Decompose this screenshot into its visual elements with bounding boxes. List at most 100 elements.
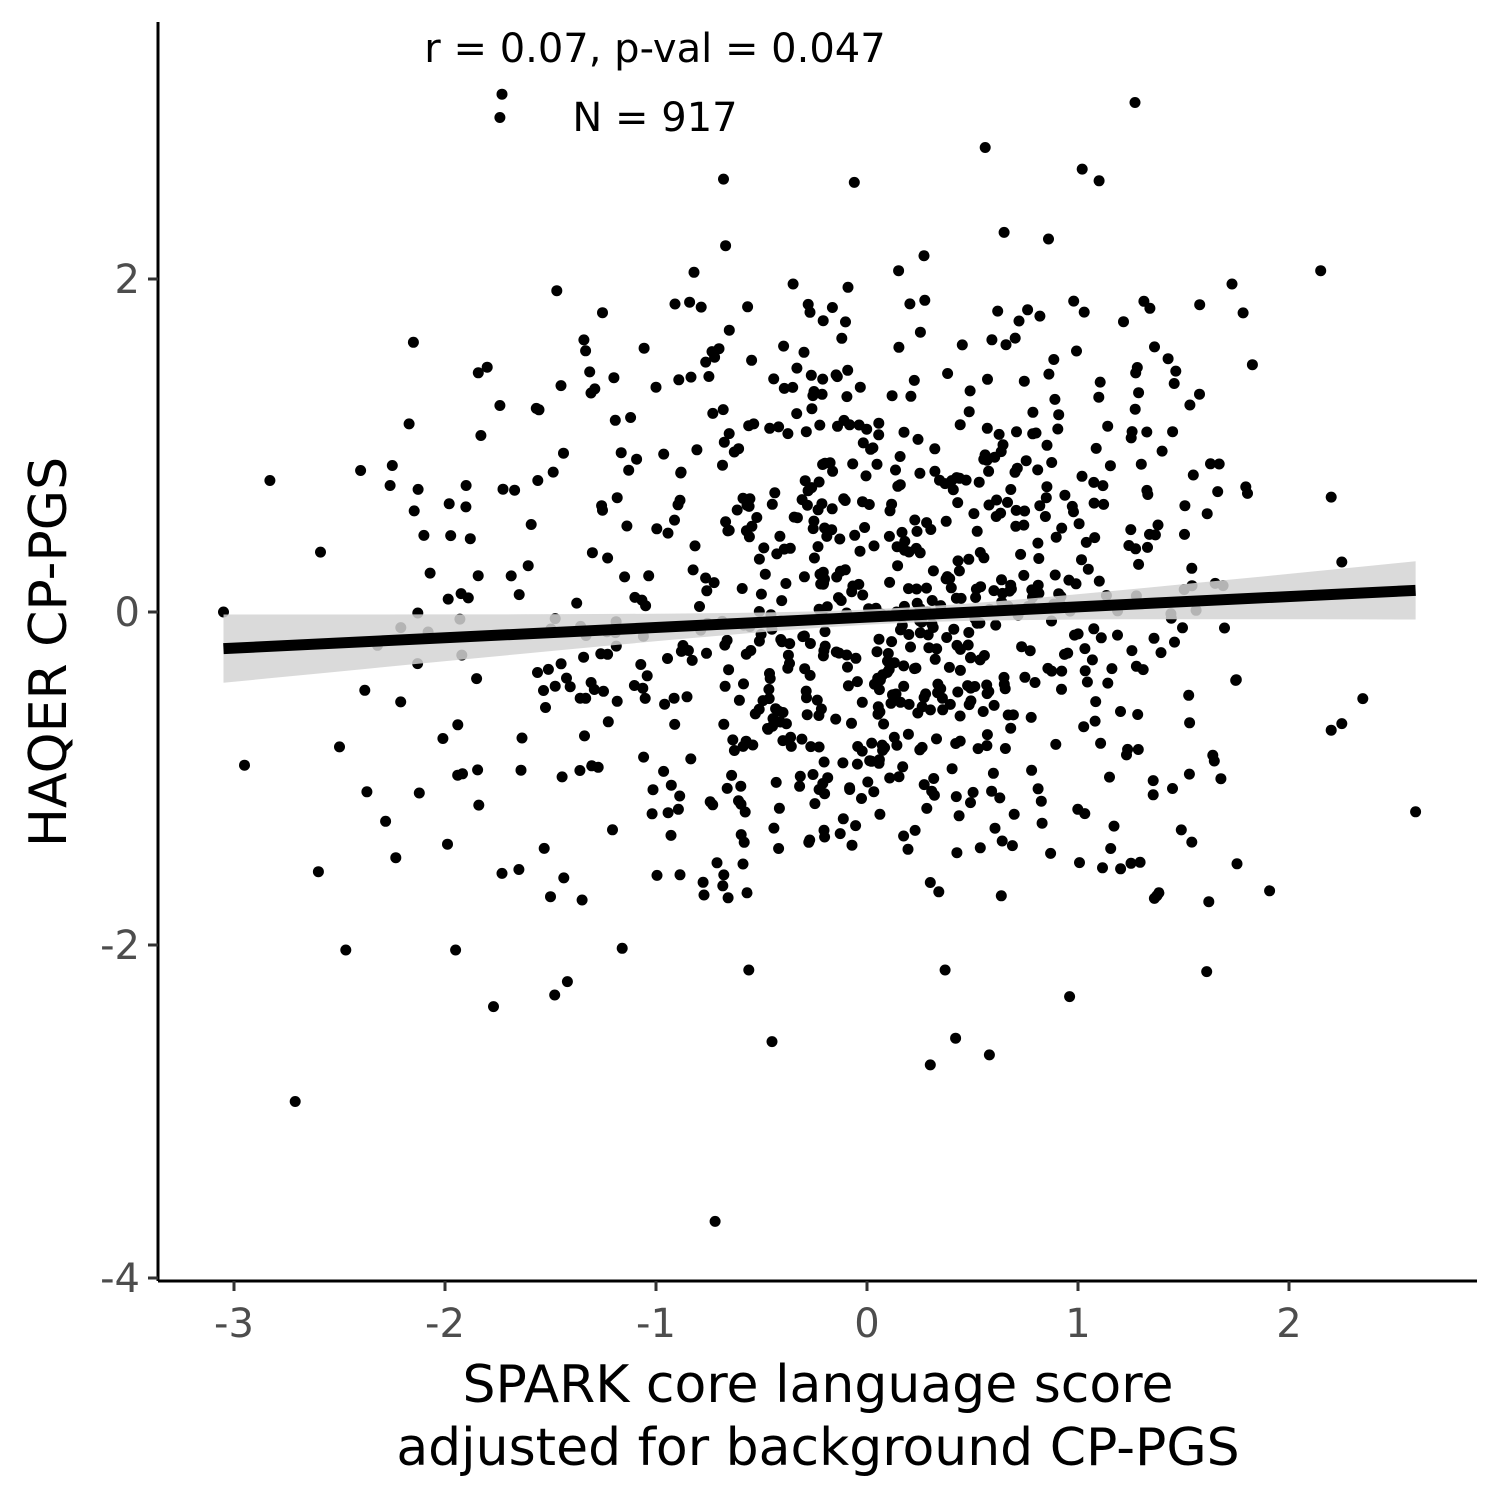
y-tick-label: 0 <box>115 590 140 636</box>
data-point <box>662 807 674 819</box>
data-point <box>804 638 816 649</box>
data-point <box>611 695 623 707</box>
data-point <box>720 240 732 252</box>
data-point <box>931 733 942 745</box>
data-point <box>1095 737 1107 749</box>
data-point <box>956 339 968 351</box>
data-point <box>312 866 324 878</box>
data-point <box>802 485 814 497</box>
data-point <box>1086 654 1098 666</box>
data-point <box>728 745 740 756</box>
data-point <box>1049 569 1061 581</box>
data-point <box>939 478 951 490</box>
data-point <box>827 465 839 477</box>
data-point <box>597 307 608 319</box>
data-point <box>1125 857 1137 869</box>
data-point <box>806 403 818 415</box>
data-point <box>854 545 866 557</box>
data-point <box>787 381 799 393</box>
data-point <box>943 661 955 673</box>
data-point <box>1170 365 1182 377</box>
data-point <box>768 822 780 834</box>
data-point <box>442 838 453 850</box>
data-point <box>1219 622 1230 634</box>
data-point <box>988 699 1000 711</box>
data-point <box>650 381 662 393</box>
data-point <box>893 265 905 277</box>
data-point <box>903 698 915 710</box>
data-point <box>903 583 914 595</box>
data-point <box>1056 683 1067 695</box>
data-point <box>475 430 487 441</box>
data-point <box>1073 518 1085 530</box>
data-point <box>918 779 930 791</box>
data-point <box>1005 484 1017 495</box>
data-point <box>647 784 659 796</box>
data-point <box>1026 584 1038 596</box>
data-point <box>1179 500 1191 512</box>
data-point <box>1325 724 1337 736</box>
data-point <box>675 645 687 657</box>
data-point <box>963 406 975 418</box>
data-point <box>977 706 989 717</box>
data-point <box>1009 332 1021 344</box>
data-point <box>973 476 985 488</box>
data-point <box>1059 489 1071 501</box>
data-point <box>1129 403 1141 415</box>
data-point <box>963 627 975 638</box>
data-point <box>1183 689 1195 701</box>
data-point <box>821 601 833 613</box>
data-point <box>965 797 976 809</box>
data-point <box>561 672 572 684</box>
data-point <box>874 808 886 820</box>
data-point <box>1048 354 1060 365</box>
data-point <box>859 522 871 533</box>
data-point <box>773 802 785 814</box>
data-point <box>1076 554 1087 566</box>
x-tick-label: -1 <box>636 1301 676 1347</box>
data-point <box>384 480 396 491</box>
data-point <box>1215 773 1227 785</box>
data-point <box>918 250 930 262</box>
data-point <box>1056 665 1068 677</box>
data-point <box>933 886 945 898</box>
data-point <box>994 792 1006 804</box>
data-point <box>1079 643 1091 655</box>
data-point <box>1246 359 1258 371</box>
data-point <box>1129 97 1141 108</box>
data-point <box>1242 487 1253 499</box>
data-point <box>395 696 407 708</box>
data-point <box>884 772 896 784</box>
data-point <box>1148 632 1160 644</box>
data-point <box>886 390 898 402</box>
data-point <box>1095 632 1107 644</box>
data-point <box>950 791 962 803</box>
data-point <box>1059 648 1070 660</box>
data-point <box>1102 677 1114 689</box>
data-point <box>863 499 875 510</box>
data-point <box>815 703 827 715</box>
data-point <box>773 843 785 854</box>
data-point <box>903 546 915 558</box>
data-point <box>952 497 964 509</box>
data-point <box>909 824 921 836</box>
data-point <box>989 822 1001 834</box>
data-point <box>805 369 817 381</box>
data-point <box>847 458 859 470</box>
data-point <box>821 530 833 542</box>
data-point <box>1081 676 1093 688</box>
data-point <box>494 400 506 411</box>
data-point <box>659 698 671 710</box>
data-point <box>576 894 588 906</box>
data-point <box>1213 458 1225 470</box>
data-point <box>791 408 803 420</box>
data-point <box>551 285 563 297</box>
data-point <box>801 499 813 511</box>
data-point <box>1112 629 1123 641</box>
data-point <box>662 527 674 539</box>
data-point <box>717 880 729 892</box>
data-point <box>1226 278 1238 290</box>
data-point <box>717 459 728 471</box>
data-point <box>538 842 550 854</box>
data-point <box>970 592 982 603</box>
